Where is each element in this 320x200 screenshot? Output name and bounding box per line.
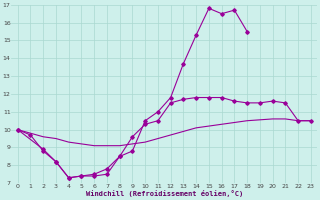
X-axis label: Windchill (Refroidissement éolien,°C): Windchill (Refroidissement éolien,°C) (86, 190, 243, 197)
